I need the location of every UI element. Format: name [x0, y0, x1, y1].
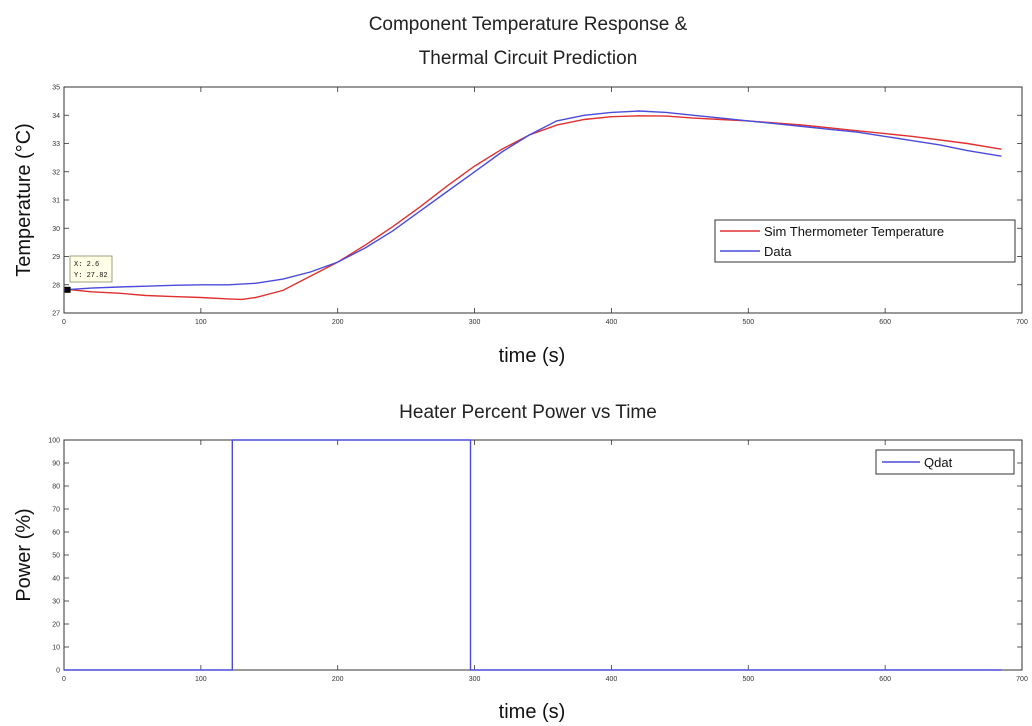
chart2-xtick-label: 600 [879, 676, 891, 683]
legend-label-data: Data [764, 244, 792, 259]
legend-label-sim: Sim Thermometer Temperature [764, 224, 944, 239]
chart1-ytick-label: 33 [52, 141, 60, 148]
chart2-ytick-label: 70 [52, 507, 60, 514]
datatip-marker [64, 286, 71, 293]
chart2-ytick-label: 30 [52, 599, 60, 606]
chart1-title-line2: Thermal Circuit Prediction [419, 48, 638, 69]
chart2-ytick-label: 50 [52, 553, 60, 560]
chart1-plot-area [63, 86, 1023, 314]
chart1-ytick-label: 30 [52, 226, 60, 233]
chart1-ytick-label: 31 [52, 198, 60, 205]
chart2-xtick-label: 500 [742, 676, 754, 683]
chart2-ylabel: Power (%) [13, 508, 35, 601]
chart2-xlabel: time (s) [499, 701, 566, 723]
chart1-xtick-label: 500 [742, 319, 754, 326]
chart2-legend: Qdat [875, 449, 1015, 475]
chart1-series-line-2 [63, 110, 1002, 291]
chart1-legend: Sim Thermometer Temperature Data [714, 219, 1016, 263]
chart1-xtick-label: 0 [62, 319, 66, 326]
chart2-ytick-label: 100 [48, 438, 60, 445]
chart1-series [63, 110, 1002, 301]
chart1-datatip[interactable]: X: 2.6 Y: 27.82 [64, 255, 113, 293]
chart2-ytick-label: 80 [52, 484, 60, 491]
chart2-ytick-label: 0 [56, 668, 60, 675]
chart2-xtick-label: 400 [606, 676, 618, 683]
chart1-ytick-label: 32 [52, 169, 60, 176]
chart1-ytick-label: 35 [52, 85, 60, 92]
chart2-xtick-label: 300 [469, 676, 481, 683]
chart1-ticks: 0 100 200 300 400 500 600 700 27 28 29 30 31 32 33 34 35 [52, 85, 1028, 327]
chart2-xtick-label: 700 [1016, 676, 1028, 683]
chart1-xtick-label: 700 [1016, 319, 1028, 326]
chart1-title-line1: Component Temperature Response & [369, 14, 688, 35]
chart2-xtick-label: 0 [62, 676, 66, 683]
chart2-ytick-label: 10 [52, 645, 60, 652]
chart1-ytick-label: 27 [52, 311, 60, 318]
chart2-ytick-label: 60 [52, 530, 60, 537]
chart2-ytick-label: 90 [52, 461, 60, 468]
chart2-title: Heater Percent Power vs Time [399, 402, 657, 423]
legend-label-qdat: Qdat [924, 455, 953, 470]
chart2-xtick-label: 200 [332, 676, 344, 683]
chart2-ytick-label: 20 [52, 622, 60, 629]
chart1-xtick-label: 300 [469, 319, 481, 326]
chart1-xtick-label: 600 [879, 319, 891, 326]
datatip-y: Y: 27.82 [74, 272, 108, 280]
chart2-xtick-label: 100 [195, 676, 207, 683]
chart2-ticks: 0 100 200 300 400 500 600 700 0 10 20 30 40 50 60 70 80 9… [48, 438, 1028, 684]
chart1-xlabel: time (s) [499, 345, 566, 367]
chart1-xtick-label: 200 [332, 319, 344, 326]
chart1-ytick-label: 28 [52, 282, 60, 289]
chart1-ytick-label: 29 [52, 254, 60, 261]
chart2-plot-area [63, 439, 1023, 671]
chart2-ytick-label: 40 [52, 576, 60, 583]
datatip-box [69, 255, 113, 283]
chart1-xtick-label: 100 [195, 319, 207, 326]
chart1-legend-box [714, 219, 1016, 263]
chart2-series-line-1 [64, 439, 1002, 671]
chart1-ytick-label: 34 [52, 113, 60, 120]
datatip-x: X: 2.6 [74, 261, 99, 269]
chart2-series [64, 439, 1002, 671]
chart1-xtick-label: 400 [606, 319, 618, 326]
chart1-ylabel: Temperature (°C) [13, 123, 35, 277]
